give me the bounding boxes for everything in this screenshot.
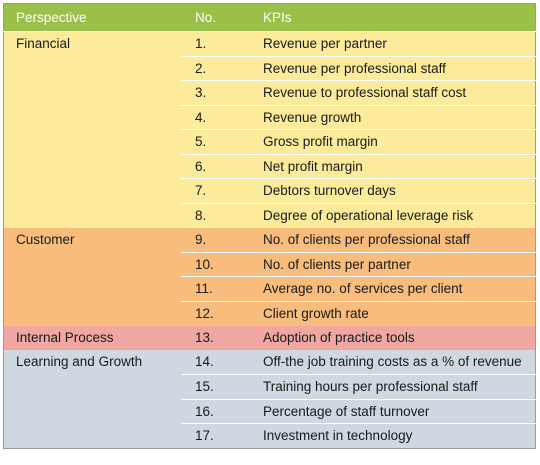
table-row: Financial 1. Revenue per partner [3,31,536,57]
kpi-name: Training hours per professional staff [248,374,536,400]
kpi-name: No. of clients per partner [248,252,536,277]
kpi-number: 11. [181,276,248,302]
kpi-number: 4. [181,105,248,130]
kpi-name: Percentage of staff turnover [248,399,536,424]
perspective-cell: Learning and Growth [16,354,143,369]
kpi-number: 1. [181,31,248,57]
header-perspective: Perspective [3,3,181,32]
kpi-name: Gross profit margin [248,129,536,155]
perspective-cell: Customer [16,231,75,247]
kpi-number: 8. [195,207,207,223]
kpi-name: Revenue to professional staff cost [248,80,536,106]
header-row: Perspective No. KPIs [3,3,536,32]
kpi-number: 14. [181,350,248,375]
table-row: 5. Gross profit margin [3,129,536,155]
kpi-name: Off-the job training costs as a % of rev… [248,350,536,375]
kpi-number: 7. [181,178,248,204]
kpi-number: 12. [195,305,214,321]
kpi-name: Client growth rate [263,305,369,321]
perspective-cell: Financial [16,36,71,51]
perspective-cell: Internal Process [16,329,114,345]
kpi-name: Adoption of practice tools [263,329,415,345]
kpi-number: 3. [181,80,248,106]
kpi-number: 2. [181,56,248,81]
kpi-table: Perspective No. KPIs Financial 1. Revenue … [3,3,536,449]
kpi-name: Debtors turnover days [248,178,536,204]
header-no: No. [181,3,248,32]
kpi-name: Revenue per partner [248,31,536,57]
kpi-name: No. of clients per professional staff [248,227,536,253]
kpi-number: 16. [181,399,248,424]
kpi-number: 17. [195,428,214,443]
kpi-number: 9. [181,227,248,253]
kpi-name: Degree of operational leverage risk [263,207,474,223]
kpi-name: Revenue per professional staff [248,56,536,81]
kpi-name: Investment in technology [263,428,413,443]
kpi-number: 6. [181,154,248,179]
kpi-number: 5. [181,129,248,155]
kpi-number: 10. [181,252,248,277]
kpi-name: Revenue growth [248,105,536,130]
header-kpis: KPIs [248,3,536,32]
kpi-name: Average no. of services per client [248,276,536,302]
table-row: Learning and Growth 14. Off-the job traini… [3,350,536,375]
kpi-number: 15. [181,374,248,400]
table-body: Financial 1. Revenue per partner 2. Revenue … [3,31,536,448]
table-row: Customer 9. No. of clients per professiona… [3,227,536,253]
kpi-number: 13. [195,329,214,345]
table-row: 10. No. of clients per partner [3,252,536,277]
table-row: Internal Process 13. Adoption of practice … [3,325,536,350]
kpi-name: Net profit margin [248,154,536,179]
table-header: Perspective No. KPIs [3,3,536,32]
